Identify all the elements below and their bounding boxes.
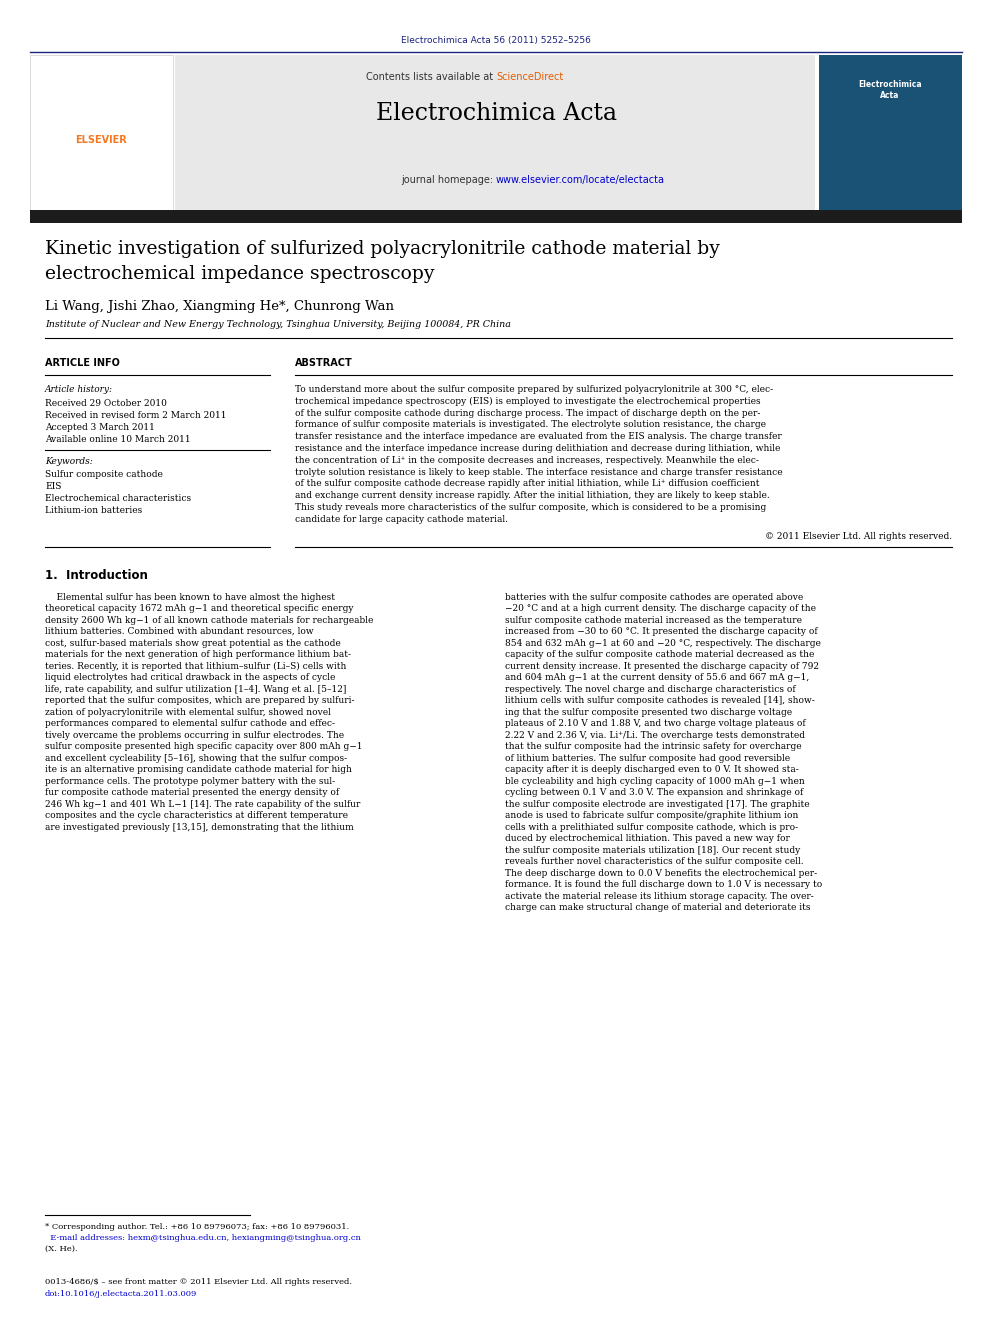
Text: Li Wang, Jishi Zhao, Xiangming He*, Chunrong Wan: Li Wang, Jishi Zhao, Xiangming He*, Chun… — [45, 300, 394, 314]
Text: increased from −30 to 60 °C. It presented the discharge capacity of: increased from −30 to 60 °C. It presente… — [505, 627, 817, 636]
Text: (X. He).: (X. He). — [45, 1245, 77, 1253]
Text: ELSEVIER: ELSEVIER — [75, 135, 127, 146]
Text: Elemental sulfur has been known to have almost the highest: Elemental sulfur has been known to have … — [45, 593, 335, 602]
Text: life, rate capability, and sulfur utilization [1–4]. Wang et al. [5–12]: life, rate capability, and sulfur utiliz… — [45, 684, 346, 693]
Text: are investigated previously [13,15], demonstrating that the lithium: are investigated previously [13,15], dem… — [45, 823, 354, 832]
Text: transfer resistance and the interface impedance are evaluated from the EIS analy: transfer resistance and the interface im… — [295, 433, 782, 441]
Text: teries. Recently, it is reported that lithium–sulfur (Li–S) cells with: teries. Recently, it is reported that li… — [45, 662, 346, 671]
Text: Available online 10 March 2011: Available online 10 March 2011 — [45, 435, 190, 445]
Text: To understand more about the sulfur composite prepared by sulfurized polyacrylon: To understand more about the sulfur comp… — [295, 385, 773, 394]
Text: of the sulfur composite cathode during discharge process. The impact of discharg: of the sulfur composite cathode during d… — [295, 409, 761, 418]
Text: ARTICLE INFO: ARTICLE INFO — [45, 359, 120, 368]
Text: formance of sulfur composite materials is investigated. The electrolyte solution: formance of sulfur composite materials i… — [295, 421, 766, 430]
Text: composites and the cycle characteristics at different temperature: composites and the cycle characteristics… — [45, 811, 348, 820]
Text: Keywords:: Keywords: — [45, 456, 92, 466]
Text: and exchange current density increase rapidly. After the initial lithiation, the: and exchange current density increase ra… — [295, 491, 770, 500]
Text: capacity after it is deeply discharged even to 0 V. It showed sta-: capacity after it is deeply discharged e… — [505, 765, 799, 774]
Text: duced by electrochemical lithiation. This paved a new way for: duced by electrochemical lithiation. Thi… — [505, 833, 790, 843]
Text: plateaus of 2.10 V and 1.88 V, and two charge voltage plateaus of: plateaus of 2.10 V and 1.88 V, and two c… — [505, 720, 806, 728]
Text: charge can make structural change of material and deteriorate its: charge can make structural change of mat… — [505, 904, 810, 912]
Text: density 2600 Wh kg−1 of all known cathode materials for rechargeable: density 2600 Wh kg−1 of all known cathod… — [45, 615, 373, 624]
Text: the sulfur composite electrode are investigated [17]. The graphite: the sulfur composite electrode are inves… — [505, 799, 809, 808]
Text: formance. It is found the full discharge down to 1.0 V is necessary to: formance. It is found the full discharge… — [505, 880, 822, 889]
Text: ble cycleability and high cycling capacity of 1000 mAh g−1 when: ble cycleability and high cycling capaci… — [505, 777, 805, 786]
Text: tively overcame the problems occurring in sulfur electrodes. The: tively overcame the problems occurring i… — [45, 730, 344, 740]
Text: electrochemical impedance spectroscopy: electrochemical impedance spectroscopy — [45, 265, 434, 283]
Text: © 2011 Elsevier Ltd. All rights reserved.: © 2011 Elsevier Ltd. All rights reserved… — [765, 532, 952, 541]
Text: cost, sulfur-based materials show great potential as the cathode: cost, sulfur-based materials show great … — [45, 639, 340, 647]
Text: and 604 mAh g−1 at the current density of 55.6 and 667 mA g−1,: and 604 mAh g−1 at the current density o… — [505, 673, 809, 683]
Text: 854 and 632 mAh g−1 at 60 and −20 °C, respectively. The discharge: 854 and 632 mAh g−1 at 60 and −20 °C, re… — [505, 639, 820, 647]
Text: Institute of Nuclear and New Energy Technology, Tsinghua University, Beijing 100: Institute of Nuclear and New Energy Tech… — [45, 320, 511, 329]
Text: reported that the sulfur composites, which are prepared by sulfuri-: reported that the sulfur composites, whi… — [45, 696, 354, 705]
Bar — [175, 56, 815, 210]
Bar — [819, 56, 962, 210]
Bar — [30, 56, 173, 210]
Text: performances compared to elemental sulfur cathode and effec-: performances compared to elemental sulfu… — [45, 720, 335, 728]
Text: doi:10.1016/j.electacta.2011.03.009: doi:10.1016/j.electacta.2011.03.009 — [45, 1290, 197, 1298]
Text: fur composite cathode material presented the energy density of: fur composite cathode material presented… — [45, 789, 339, 796]
Text: Electrochimica Acta: Electrochimica Acta — [376, 102, 616, 124]
Text: resistance and the interface impedance increase during delithiation and decrease: resistance and the interface impedance i… — [295, 445, 781, 452]
Text: Electrochemical characteristics: Electrochemical characteristics — [45, 493, 191, 503]
Text: E-mail addresses: hexm@tsinghua.edu.cn, hexiangming@tsinghua.org.cn: E-mail addresses: hexm@tsinghua.edu.cn, … — [45, 1234, 361, 1242]
Text: ScienceDirect: ScienceDirect — [496, 71, 563, 82]
Text: theoretical capacity 1672 mAh g−1 and theoretical specific energy: theoretical capacity 1672 mAh g−1 and th… — [45, 605, 353, 613]
Text: Received 29 October 2010: Received 29 October 2010 — [45, 400, 167, 407]
Text: This study reveals more characteristics of the sulfur composite, which is consid: This study reveals more characteristics … — [295, 503, 766, 512]
Text: current density increase. It presented the discharge capacity of 792: current density increase. It presented t… — [505, 662, 819, 671]
Text: Electrochimica
Acta: Electrochimica Acta — [858, 79, 922, 101]
Text: respectively. The novel charge and discharge characteristics of: respectively. The novel charge and disch… — [505, 684, 796, 693]
Text: that the sulfur composite had the intrinsic safety for overcharge: that the sulfur composite had the intrin… — [505, 742, 802, 751]
Text: of lithium batteries. The sulfur composite had good reversible: of lithium batteries. The sulfur composi… — [505, 754, 790, 762]
Text: materials for the next generation of high performance lithium bat-: materials for the next generation of hig… — [45, 650, 351, 659]
Text: lithium batteries. Combined with abundant resources, low: lithium batteries. Combined with abundan… — [45, 627, 313, 636]
Text: zation of polyacrylonitrile with elemental sulfur, showed novel: zation of polyacrylonitrile with element… — [45, 708, 331, 717]
Text: ing that the sulfur composite presented two discharge voltage: ing that the sulfur composite presented … — [505, 708, 793, 717]
Text: lithium cells with sulfur composite cathodes is revealed [14], show-: lithium cells with sulfur composite cath… — [505, 696, 814, 705]
Text: Sulfur composite cathode: Sulfur composite cathode — [45, 470, 163, 479]
Text: 0013-4686/$ – see front matter © 2011 Elsevier Ltd. All rights reserved.: 0013-4686/$ – see front matter © 2011 El… — [45, 1278, 352, 1286]
Text: cells with a prelithiated sulfur composite cathode, which is pro-: cells with a prelithiated sulfur composi… — [505, 823, 799, 832]
Text: ABSTRACT: ABSTRACT — [295, 359, 353, 368]
Text: sulfur composite presented high specific capacity over 800 mAh g−1: sulfur composite presented high specific… — [45, 742, 362, 751]
Text: Contents lists available at: Contents lists available at — [366, 71, 496, 82]
Text: Accepted 3 March 2011: Accepted 3 March 2011 — [45, 423, 155, 433]
Text: reveals further novel characteristics of the sulfur composite cell.: reveals further novel characteristics of… — [505, 857, 804, 867]
Text: www.elsevier.com/locate/electacta: www.elsevier.com/locate/electacta — [496, 175, 665, 185]
Text: liquid electrolytes had critical drawback in the aspects of cycle: liquid electrolytes had critical drawbac… — [45, 673, 335, 683]
Text: of the sulfur composite cathode decrease rapidly after initial lithiation, while: of the sulfur composite cathode decrease… — [295, 479, 760, 488]
Text: The deep discharge down to 0.0 V benefits the electrochemical per-: The deep discharge down to 0.0 V benefit… — [505, 869, 817, 877]
Text: trochemical impedance spectroscopy (EIS) is employed to investigate the electroc: trochemical impedance spectroscopy (EIS)… — [295, 397, 761, 406]
Text: Received in revised form 2 March 2011: Received in revised form 2 March 2011 — [45, 411, 226, 419]
Text: Article history:: Article history: — [45, 385, 113, 394]
Text: and excellent cycleability [5–16], showing that the sulfur compos-: and excellent cycleability [5–16], showi… — [45, 754, 347, 762]
Text: EIS: EIS — [45, 482, 62, 491]
Text: journal homepage:: journal homepage: — [401, 175, 496, 185]
Text: the concentration of Li⁺ in the composite decreases and increases, respectively.: the concentration of Li⁺ in the composit… — [295, 456, 759, 464]
Text: * Corresponding author. Tel.: +86 10 89796073; fax: +86 10 89796031.: * Corresponding author. Tel.: +86 10 897… — [45, 1222, 349, 1230]
Bar — [30, 210, 962, 224]
Text: capacity of the sulfur composite cathode material decreased as the: capacity of the sulfur composite cathode… — [505, 650, 814, 659]
Text: candidate for large capacity cathode material.: candidate for large capacity cathode mat… — [295, 515, 508, 524]
Text: Kinetic investigation of sulfurized polyacrylonitrile cathode material by: Kinetic investigation of sulfurized poly… — [45, 239, 720, 258]
Text: 2.22 V and 2.36 V, via. Li⁺/Li. The overcharge tests demonstrated: 2.22 V and 2.36 V, via. Li⁺/Li. The over… — [505, 730, 805, 740]
Text: Electrochimica Acta 56 (2011) 5252–5256: Electrochimica Acta 56 (2011) 5252–5256 — [401, 36, 591, 45]
Text: sulfur composite cathode material increased as the temperature: sulfur composite cathode material increa… — [505, 615, 802, 624]
Text: activate the material release its lithium storage capacity. The over-: activate the material release its lithiu… — [505, 892, 813, 901]
Text: ite is an alternative promising candidate cathode material for high: ite is an alternative promising candidat… — [45, 765, 352, 774]
Text: performance cells. The prototype polymer battery with the sul-: performance cells. The prototype polymer… — [45, 777, 335, 786]
Text: 1.  Introduction: 1. Introduction — [45, 569, 148, 582]
Text: Lithium-ion batteries: Lithium-ion batteries — [45, 505, 142, 515]
Text: −20 °C and at a high current density. The discharge capacity of the: −20 °C and at a high current density. Th… — [505, 605, 816, 613]
Text: trolyte solution resistance is likely to keep stable. The interface resistance a: trolyte solution resistance is likely to… — [295, 467, 783, 476]
Text: the sulfur composite materials utilization [18]. Our recent study: the sulfur composite materials utilizati… — [505, 845, 801, 855]
Text: cycling between 0.1 V and 3.0 V. The expansion and shrinkage of: cycling between 0.1 V and 3.0 V. The exp… — [505, 789, 804, 796]
Text: batteries with the sulfur composite cathodes are operated above: batteries with the sulfur composite cath… — [505, 593, 804, 602]
Text: 246 Wh kg−1 and 401 Wh L−1 [14]. The rate capability of the sulfur: 246 Wh kg−1 and 401 Wh L−1 [14]. The rat… — [45, 799, 360, 808]
Text: anode is used to fabricate sulfur composite/graphite lithium ion: anode is used to fabricate sulfur compos… — [505, 811, 799, 820]
